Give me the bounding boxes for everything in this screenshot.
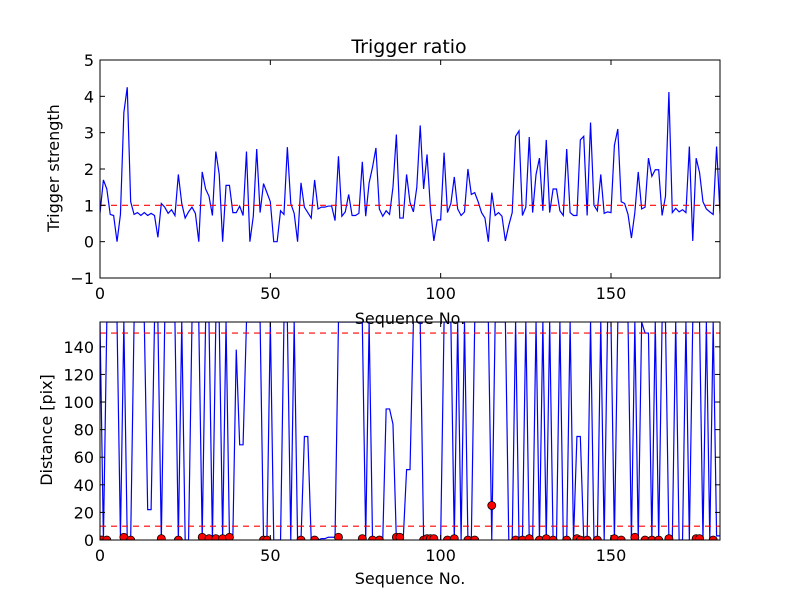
- data-point-marker: [630, 532, 640, 540]
- data-point-marker: [524, 534, 534, 540]
- data-point-marker: [357, 534, 367, 540]
- y-axis-label-top: Trigger strength: [44, 104, 63, 233]
- data-point-marker: [262, 535, 272, 540]
- y-tick-label: 20: [74, 503, 94, 522]
- data-point-marker: [368, 535, 377, 540]
- x-tick-label: 150: [596, 546, 627, 565]
- data-point-marker: [647, 535, 657, 540]
- x-tick-label: 0: [95, 284, 105, 303]
- data-point-marker: [518, 535, 527, 540]
- y-axis-label-bottom: Distance [pix]: [37, 374, 56, 486]
- data-point-marker: [708, 535, 718, 540]
- y-tick-label: 0: [84, 531, 94, 550]
- data-point-marker: [225, 532, 234, 540]
- data-point-marker: [654, 535, 664, 540]
- plot-frame: [99, 321, 721, 541]
- data-point-marker: [487, 501, 497, 510]
- x-axis-label-top: Sequence No.: [355, 309, 466, 328]
- x-tick-label: 100: [425, 284, 456, 303]
- x-tick-label: 150: [596, 284, 627, 303]
- data-point-marker: [429, 534, 439, 540]
- y-tick-label: 100: [63, 393, 94, 412]
- trigger-ratio-plot: Trigger ratio Sequence No. Trigger stren…: [44, 36, 721, 328]
- data-point-marker: [102, 535, 112, 540]
- chart-title-trigger-ratio: Trigger ratio: [350, 36, 466, 58]
- y-tick-label: 40: [74, 476, 94, 495]
- y-tick-label: 4: [84, 87, 94, 106]
- y-tick-label: 5: [84, 51, 94, 70]
- y-tick-label: 80: [74, 421, 94, 440]
- data-point-marker: [548, 535, 558, 540]
- data-point-marker: [562, 535, 572, 540]
- y-tick-label: −1: [70, 269, 94, 288]
- series-line: [100, 87, 720, 243]
- series-line: [100, 322, 720, 540]
- data-point-marker: [616, 535, 626, 540]
- data-point-marker: [664, 534, 674, 540]
- y-tick-label: 0: [84, 233, 94, 252]
- data-point-marker: [582, 535, 592, 540]
- y-tick-label: 1: [84, 196, 94, 215]
- data-point-marker: [173, 535, 183, 540]
- data-point-marker: [470, 535, 480, 540]
- data-point-marker: [156, 534, 166, 540]
- data-point-marker: [511, 535, 521, 540]
- data-point-marker: [640, 535, 650, 540]
- data-point-marker: [592, 535, 602, 540]
- data-point-marker: [334, 532, 343, 540]
- x-tick-label: 0: [95, 546, 105, 565]
- distance-plot: Sequence No. Distance [pix] 0 50 100 150 0 20…: [37, 321, 721, 588]
- data-point-marker: [695, 534, 704, 540]
- y-tick-label: 60: [74, 448, 94, 467]
- data-point-marker: [395, 532, 405, 540]
- x-tick-label: 50: [260, 546, 280, 565]
- data-point-marker: [535, 535, 544, 540]
- data-point-marker: [310, 535, 320, 540]
- data-point-marker: [126, 535, 136, 540]
- data-point-marker: [443, 535, 452, 540]
- data-point-marker: [296, 535, 306, 540]
- x-tick-label: 50: [260, 284, 280, 303]
- y-tick-label: 140: [63, 338, 94, 357]
- x-tick-label: 100: [425, 546, 456, 565]
- x-axis-label-bottom: Sequence No.: [355, 569, 466, 588]
- data-point-marker: [374, 535, 384, 540]
- y-tick-label: 3: [84, 124, 94, 143]
- y-tick-label: 120: [63, 365, 94, 384]
- data-point-marker: [449, 534, 459, 540]
- y-tick-label: 2: [84, 160, 94, 179]
- data-point-marker: [575, 535, 585, 540]
- data-point-marker: [463, 535, 473, 540]
